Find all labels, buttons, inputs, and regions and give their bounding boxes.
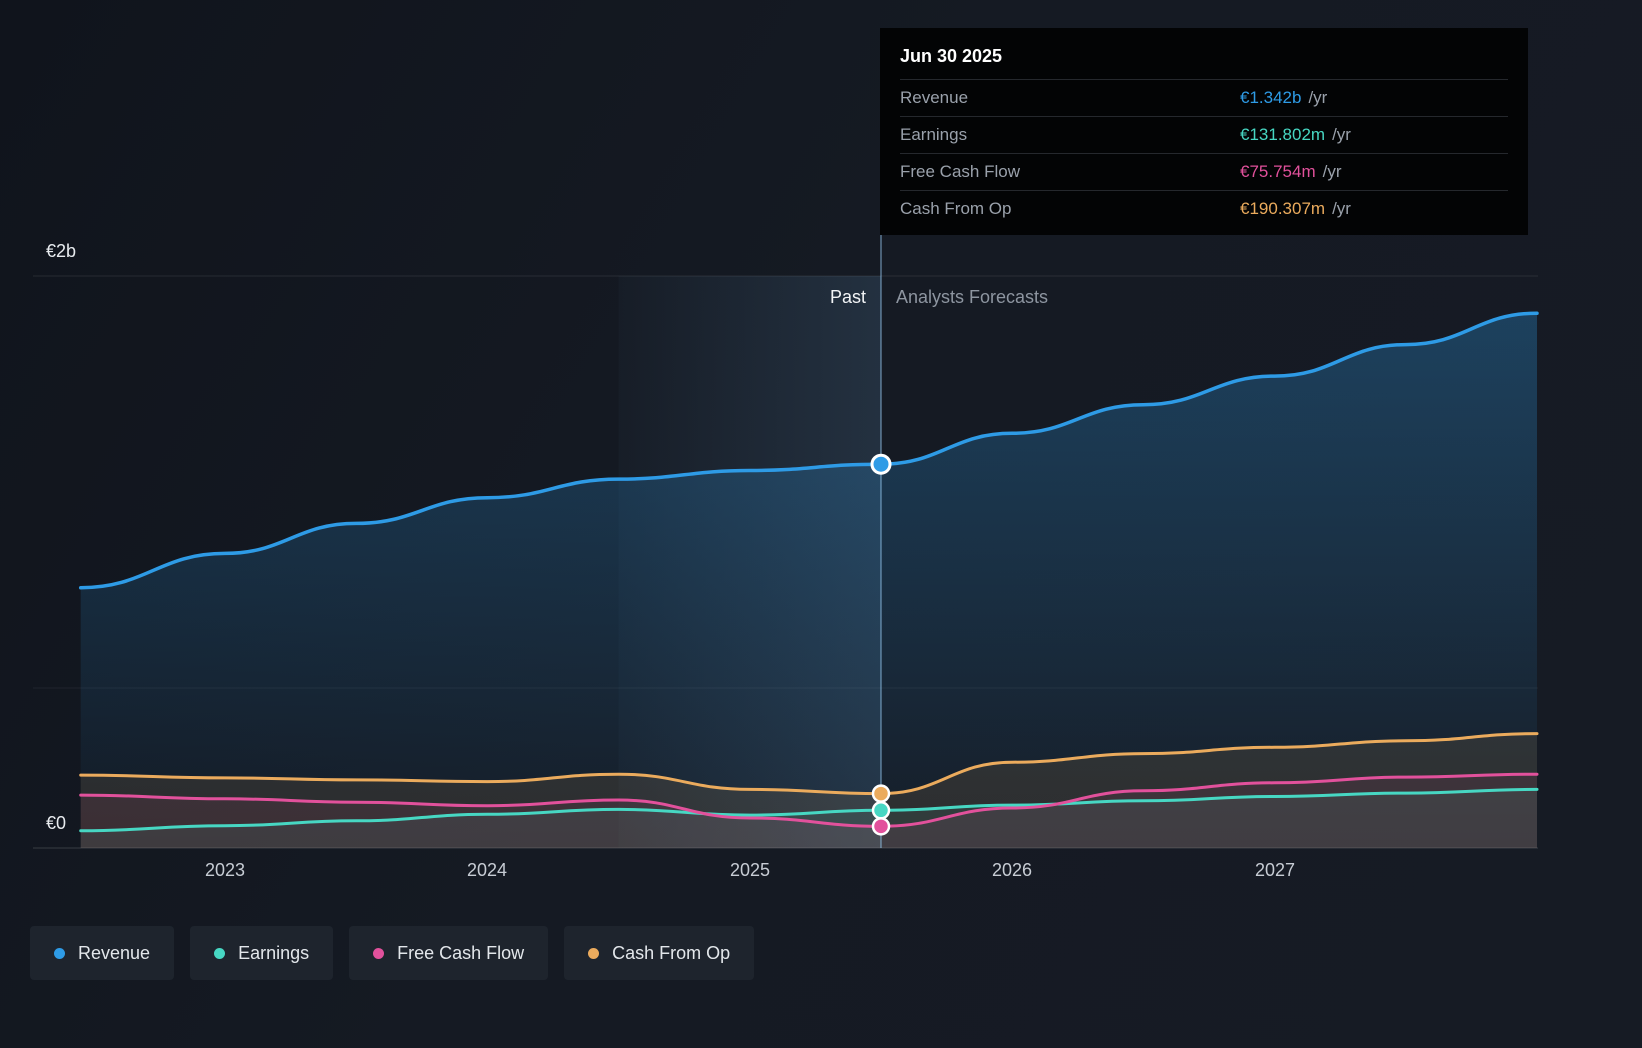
tooltip-row-revenue: Revenue €1.342b /yr — [900, 79, 1508, 116]
y-axis-label-2b: €2b — [46, 241, 77, 261]
tooltip-label: Revenue — [900, 88, 969, 107]
past-section-label: Past — [829, 287, 866, 307]
tooltip-label: Earnings — [900, 125, 968, 144]
x-axis-label-2026: 2026 — [991, 860, 1033, 880]
legend-label: Earnings — [238, 942, 310, 963]
chart-tooltip: Jun 30 2025 Revenue €1.342b /yr Earnings… — [880, 28, 1528, 235]
cash-from-op-dot-icon — [588, 947, 600, 959]
x-axis-label-2024: 2024 — [466, 860, 508, 880]
tooltip-row-earnings: Earnings €131.802m /yr — [900, 116, 1508, 153]
legend-label: Free Cash Flow — [397, 942, 525, 963]
y-axis-label-0: €0 — [46, 813, 67, 833]
forecast-section-label: Analysts Forecasts — [896, 287, 1049, 307]
legend-item-free-cash-flow[interactable]: Free Cash Flow — [349, 926, 549, 980]
tooltip-value: €190.307m — [1240, 199, 1326, 218]
tooltip-value-suffix: /yr — [1308, 88, 1328, 107]
tooltip-row-free-cash-flow: Free Cash Flow €75.754m /yr — [900, 153, 1508, 190]
earnings-dot-icon — [214, 947, 226, 959]
tooltip-value-suffix: /yr — [1322, 162, 1342, 181]
revenue-dot-icon — [54, 947, 65, 959]
tooltip-label: Cash From Op — [900, 199, 1012, 218]
legend: Revenue Earnings Free Cash Flow Cash Fro… — [30, 926, 755, 980]
tooltip-value-suffix: /yr — [1332, 125, 1351, 144]
tooltip-value: €1.342b — [1240, 88, 1302, 107]
tooltip-value: €131.802m — [1240, 125, 1326, 144]
x-axis-label-2023: 2023 — [204, 860, 246, 880]
tooltip-row-cash-from-op: Cash From Op €190.307m /yr — [900, 190, 1508, 227]
x-axis-label-2025: 2025 — [729, 860, 771, 880]
tooltip-value-suffix: /yr — [1332, 199, 1351, 218]
legend-item-cash-from-op[interactable]: Cash From Op — [564, 926, 755, 980]
legend-item-earnings[interactable]: Earnings — [190, 926, 334, 980]
legend-item-revenue[interactable]: Revenue — [30, 926, 175, 980]
free-cash-flow-dot-icon — [373, 947, 385, 959]
tooltip-date: Jun 30 2025 — [900, 46, 1003, 66]
legend-label: Cash From Op — [612, 942, 731, 963]
tooltip-value: €75.754m — [1240, 162, 1316, 181]
tooltip-label: Free Cash Flow — [900, 162, 1020, 181]
legend-label: Revenue — [78, 942, 151, 963]
x-axis-label-2027: 2027 — [1254, 860, 1296, 880]
